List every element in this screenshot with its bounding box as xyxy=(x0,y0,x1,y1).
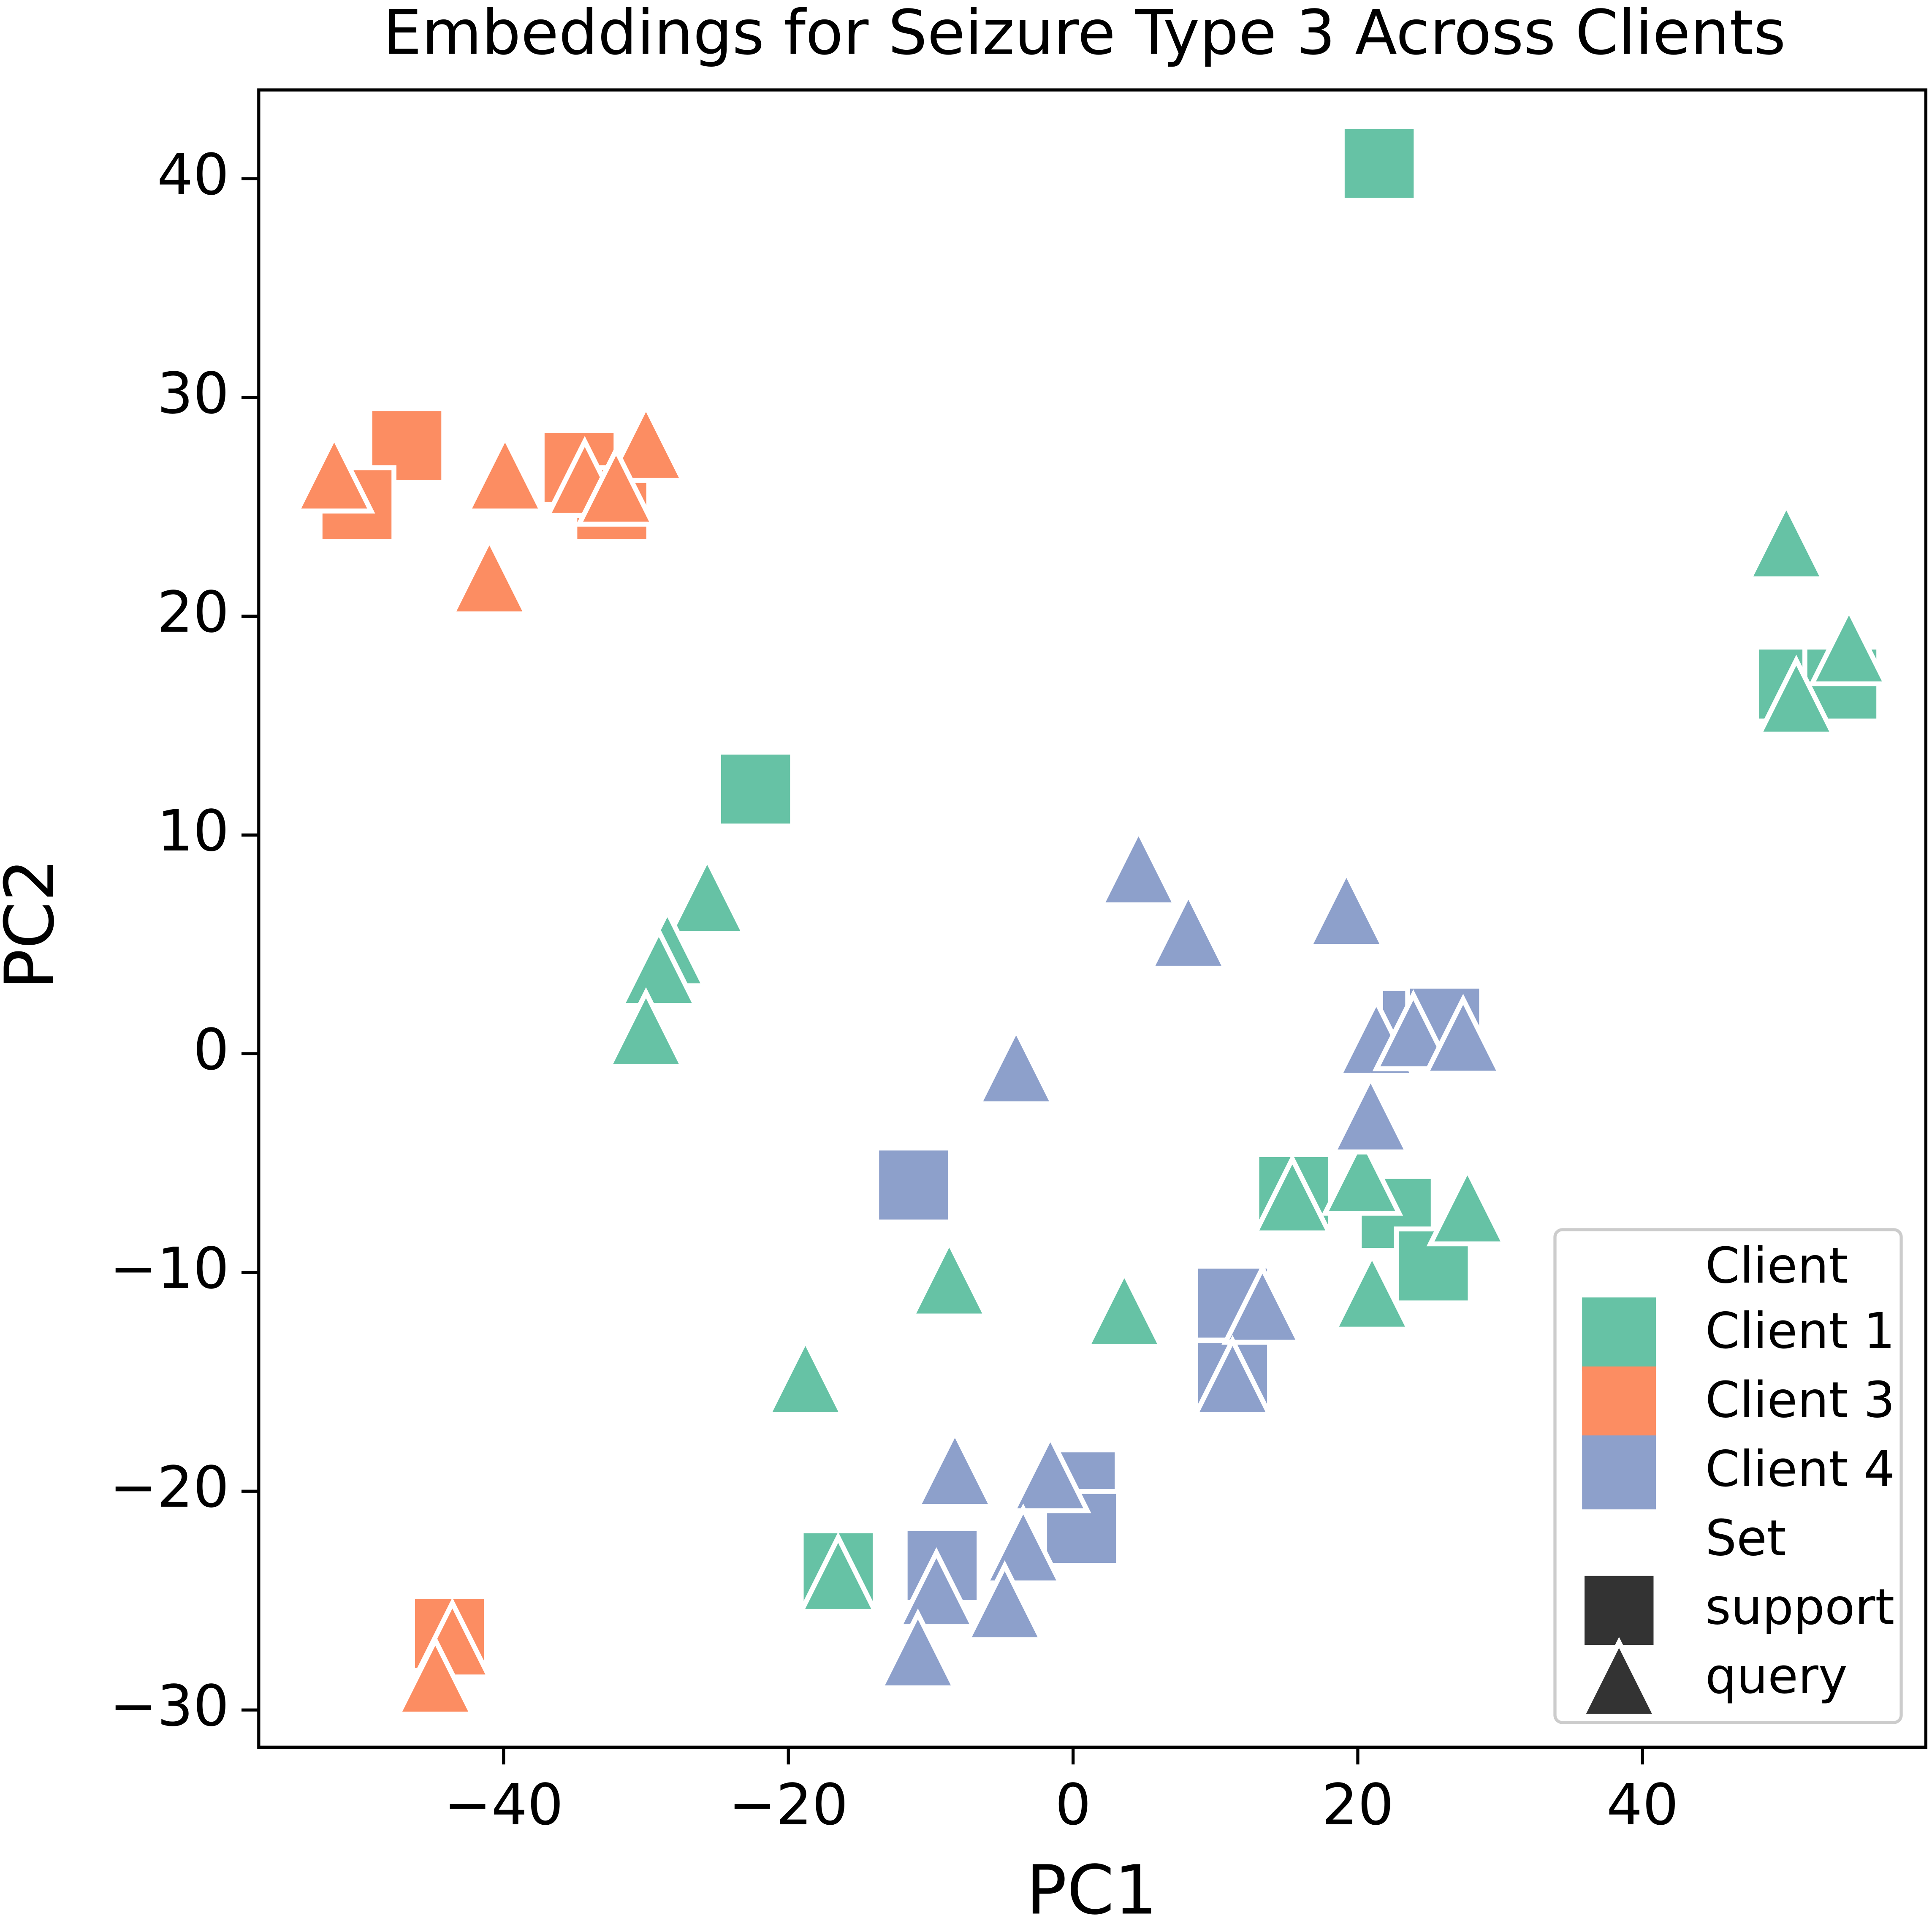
marker-triangle xyxy=(1147,889,1229,971)
y-tick-label: −30 xyxy=(110,1673,229,1739)
marker-triangle xyxy=(877,1608,959,1690)
legend-title: Set xyxy=(1705,1509,1786,1567)
marker-triangle xyxy=(1745,499,1827,582)
legend-label: query xyxy=(1705,1647,1848,1705)
marker-triangle xyxy=(1331,1250,1413,1332)
marker-triangle xyxy=(605,987,687,1069)
marker-triangle xyxy=(895,1547,977,1629)
marker-triangle xyxy=(963,1560,1046,1642)
x-tick-label: 20 xyxy=(1322,1772,1394,1838)
y-axis-label: PC2 xyxy=(0,859,69,990)
marker-triangle xyxy=(1191,1335,1274,1417)
marker-square xyxy=(367,406,446,485)
marker-triangle xyxy=(975,1024,1057,1106)
legend-label: support xyxy=(1705,1579,1894,1636)
marker-triangle xyxy=(1755,655,1837,737)
marker-triangle xyxy=(1808,604,1890,687)
marker-triangle xyxy=(797,1532,879,1614)
marker-triangle xyxy=(464,432,546,514)
marker-square xyxy=(716,750,795,829)
legend-title: Client xyxy=(1705,1237,1848,1294)
marker-triangle xyxy=(1372,989,1454,1071)
marker-triangle xyxy=(666,853,749,936)
marker-triangle xyxy=(1097,825,1180,908)
legend-swatch xyxy=(1582,1366,1656,1440)
marker-triangle xyxy=(394,1635,476,1717)
marker-triangle xyxy=(605,401,687,483)
marker-triangle xyxy=(1321,1133,1403,1216)
legend-label: Client 3 xyxy=(1705,1372,1895,1429)
marker-triangle xyxy=(293,432,375,514)
chart-title: Embeddings for Seizure Type 3 Across Cli… xyxy=(383,0,1786,69)
marker-triangle xyxy=(448,534,531,617)
marker-triangle xyxy=(1083,1267,1165,1349)
x-axis-label: PC1 xyxy=(1026,1850,1157,1929)
marker-triangle xyxy=(908,1236,990,1319)
y-tick-label: 0 xyxy=(193,1016,229,1083)
y-tick-label: −20 xyxy=(110,1454,229,1520)
y-tick-label: 10 xyxy=(157,798,229,864)
marker-triangle xyxy=(764,1335,847,1417)
plot-frame xyxy=(257,88,1928,1749)
legend-swatch xyxy=(1582,1435,1656,1510)
legend-swatch xyxy=(1582,1297,1656,1372)
marker-square xyxy=(1579,1571,1659,1650)
y-tick-label: 30 xyxy=(157,360,229,427)
marker-triangle xyxy=(1578,1637,1660,1719)
marker-triangle xyxy=(1422,994,1504,1076)
marker-square xyxy=(874,1145,953,1225)
marker-triangle xyxy=(1330,1072,1412,1155)
x-tick-label: 0 xyxy=(1055,1772,1091,1838)
marker-triangle xyxy=(1251,1153,1333,1236)
marker-triangle xyxy=(1009,1431,1091,1514)
legend: Client Client 1 Client 3 Client 4 Set support… xyxy=(1553,1228,1903,1724)
marker-triangle xyxy=(618,926,700,1008)
x-tick-label: 40 xyxy=(1606,1772,1679,1838)
legend-label: Client 4 xyxy=(1705,1440,1895,1498)
marker-triangle xyxy=(1221,1263,1304,1345)
legend-label: Client 1 xyxy=(1705,1302,1895,1360)
marker-triangle xyxy=(1305,867,1388,949)
y-tick-label: 40 xyxy=(157,141,229,208)
marker-triangle xyxy=(1426,1164,1509,1247)
marker-square xyxy=(1340,124,1419,203)
x-tick-label: −40 xyxy=(444,1772,563,1838)
y-tick-label: 20 xyxy=(157,579,229,645)
marker-triangle xyxy=(914,1427,996,1509)
y-tick-label: −10 xyxy=(110,1235,229,1302)
marker-triangle xyxy=(575,445,657,527)
x-tick-label: −20 xyxy=(729,1772,848,1838)
